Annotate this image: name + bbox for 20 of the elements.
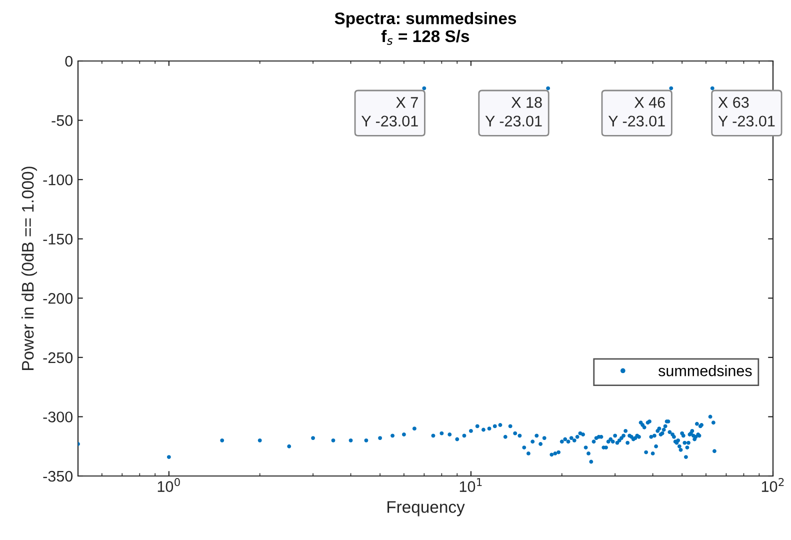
y-tick-label: -200 <box>43 293 73 304</box>
x-axis-title: Frequency <box>388 501 465 516</box>
y-tick-label: -100 <box>43 174 73 186</box>
y-axis-title: Power in dB (0dB == 1.000) <box>21 166 37 370</box>
annotation: X 46 Y -23.01 <box>608 97 665 127</box>
chart-subtitle: f$_{s}$ = 128 S/s <box>381 30 470 45</box>
annotation: X 7 Y -23.01 <box>361 97 418 127</box>
y-tick-label: 0 <box>65 56 73 67</box>
y-tick-label: -50 <box>52 115 73 126</box>
x-tick-label: 10$^{0}$ <box>158 478 180 492</box>
x-tick-label: 10$^{1}$ <box>460 478 482 492</box>
y-tick-label: -300 <box>43 412 73 422</box>
annotation: X 63 Y -23.01 <box>718 97 775 127</box>
y-tick-label: -150 <box>43 234 73 245</box>
annotation: X 18 Y -23.01 <box>485 97 542 127</box>
x-tick-label: 10$^{2}$ <box>762 478 784 492</box>
y-tick-label: -350 <box>43 470 73 482</box>
chart-title: Spectra: summedsines <box>334 12 516 28</box>
legend-label: summedsines <box>658 365 752 376</box>
y-tick-label: -250 <box>43 352 73 364</box>
